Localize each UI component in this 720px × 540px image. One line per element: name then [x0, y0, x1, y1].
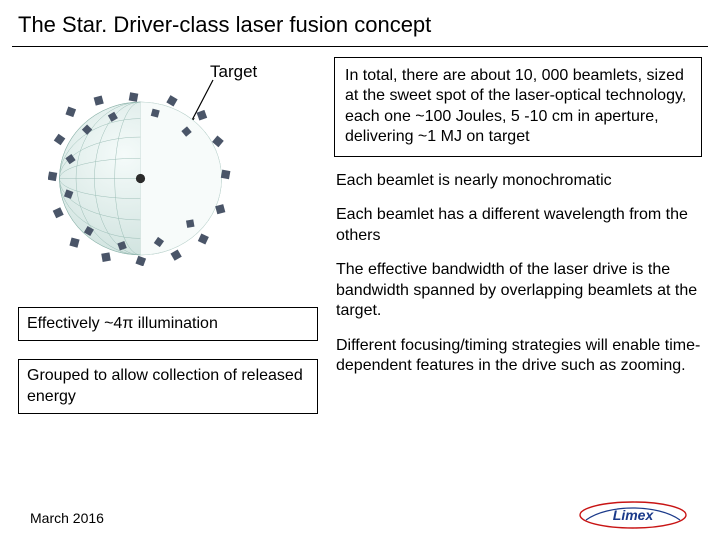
illumination-box: Effectively ~4π illumination	[18, 307, 318, 341]
title-divider	[12, 46, 708, 47]
left-caption-group: Effectively ~4π illumination Grouped to …	[18, 307, 318, 414]
footer-logo: Limex	[578, 500, 688, 530]
zooming-text: Different focusing/timing strategies wil…	[334, 336, 702, 377]
sphere-icon	[48, 91, 233, 266]
monochromatic-text: Each beamlet is nearly monochromatic	[334, 171, 702, 191]
target-dot	[136, 174, 145, 183]
left-column: Effectively ~4π illumination Grouped to …	[18, 57, 318, 414]
content-area: Effectively ~4π illumination Grouped to …	[0, 57, 720, 414]
svg-text:Limex: Limex	[613, 507, 655, 523]
wavelength-text: Each beamlet has a different wavelength …	[334, 205, 702, 246]
right-column: In total, there are about 10, 000 beamle…	[334, 57, 702, 414]
grouped-box: Grouped to allow collection of released …	[18, 359, 318, 414]
sphere-diagram	[18, 61, 278, 271]
main-description-box: In total, there are about 10, 000 beamle…	[334, 57, 702, 157]
footer-date: March 2016	[30, 510, 104, 526]
slide-title: The Star. Driver-class laser fusion conc…	[0, 0, 720, 46]
bandwidth-text: The effective bandwidth of the laser dri…	[334, 260, 702, 321]
